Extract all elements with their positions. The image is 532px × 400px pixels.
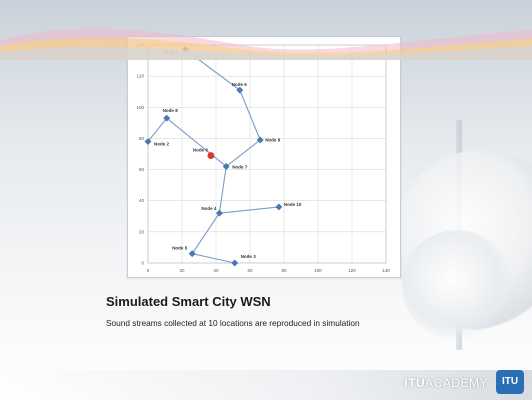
x-tick-label-4: 80 [281, 268, 287, 273]
itu-logo-icon: ITU [496, 370, 524, 394]
y-tick-label-2: 40 [139, 198, 145, 203]
x-tick-label-6: 120 [348, 268, 356, 273]
node-label-6: Node 4 [201, 206, 217, 211]
x-tick-label-3: 60 [247, 268, 253, 273]
x-tick-label-1: 20 [179, 268, 185, 273]
y-tick-label-5: 100 [136, 105, 144, 110]
node-point-3 [222, 162, 230, 170]
slide-subtitle: Sound streams collected at 10 locations … [106, 318, 360, 328]
node-point-7 [275, 203, 283, 211]
x-tick-label-2: 40 [213, 268, 219, 273]
network-chart: 020406080100120140020406080100120140Node… [127, 36, 401, 278]
node-point-1 [236, 86, 244, 94]
node-label-3: Node 7 [232, 164, 248, 169]
x-tick-label-7: 140 [382, 268, 390, 273]
decorative-wave [0, 28, 532, 60]
footer-bar [0, 370, 532, 400]
node-point-6 [215, 209, 223, 217]
node-point-5 [144, 138, 152, 146]
y-tick-label-1: 20 [139, 229, 145, 234]
y-tick-label-3: 60 [139, 167, 145, 172]
y-tick-label-6: 120 [136, 74, 144, 79]
plot-area-border [147, 44, 387, 264]
slide-title: Simulated Smart City WSN [106, 294, 271, 309]
x-tick-label-0: 0 [147, 268, 150, 273]
node-label-7: Node 10 [284, 202, 302, 207]
y-tick-label-4: 80 [139, 136, 145, 141]
node-label-4: Node 8 [163, 108, 179, 113]
network-chart-svg: 020406080100120140020406080100120140Node… [136, 43, 390, 274]
node-label-10: Node 0 [193, 148, 209, 153]
node-point-4 [163, 114, 171, 122]
node-point-10 [207, 152, 215, 159]
background-satellite-dish-small [402, 230, 512, 340]
node-label-2: Node 9 [265, 137, 281, 142]
node-label-5: Node 2 [154, 142, 170, 147]
itu-academy-brand: ITUACADEMY [404, 376, 488, 390]
node-point-8 [188, 250, 196, 258]
node-label-9: Node 3 [241, 254, 257, 259]
node-point-2 [256, 136, 264, 144]
x-tick-label-5: 100 [314, 268, 322, 273]
node-label-8: Node 5 [172, 246, 188, 251]
y-tick-label-0: 0 [141, 261, 144, 266]
node-label-1: Node 6 [232, 82, 248, 87]
node-point-9 [231, 259, 239, 267]
